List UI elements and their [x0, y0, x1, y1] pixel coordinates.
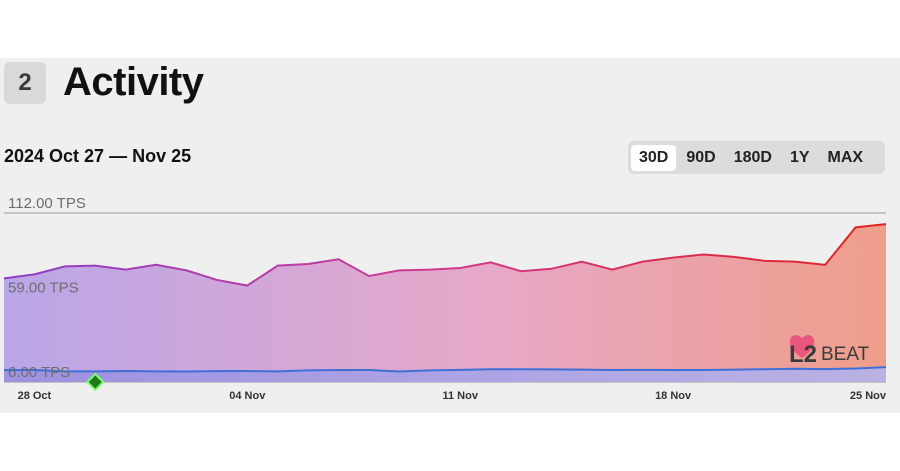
x-tick-label: 25 Nov: [850, 390, 887, 402]
section-title: Activity: [63, 60, 204, 104]
range-180d-button[interactable]: 180D: [733, 148, 772, 166]
y-tick-label: 59.00 TPS: [8, 280, 79, 297]
section-number-badge: 2: [4, 62, 46, 104]
svg-text:L2: L2: [789, 341, 817, 368]
series-upper-line: [3, 223, 887, 287]
activity-chart: 112.00 TPS 59.00 TPS 6.00 TPS 28 Oct 04 Nov…: [3, 195, 887, 402]
event-marker[interactable]: [85, 372, 105, 392]
series-upper-area: [4, 224, 886, 382]
range-1y-button[interactable]: 1Y: [789, 148, 810, 166]
x-tick-label: 18 Nov: [655, 390, 692, 402]
range-30d-button[interactable]: 30D: [631, 144, 677, 171]
x-tick-label: 28 Oct: [18, 390, 52, 402]
l2beat-logo: L2 BEAT: [789, 335, 870, 368]
x-tick-label: 04 Nov: [229, 390, 266, 402]
y-tick-label: 112.00 TPS: [8, 195, 86, 212]
range-selector: 30D 90D 180D 1Y MAX: [628, 141, 885, 174]
range-max-button[interactable]: MAX: [827, 148, 864, 166]
x-tick-label: 11 Nov: [442, 390, 478, 402]
logo-text: BEAT: [821, 344, 870, 365]
section-number: 2: [18, 69, 32, 96]
date-range-label: 2024 Oct 27 — Nov 25: [4, 146, 192, 166]
y-tick-label: 6.00 TPS: [8, 364, 70, 381]
series-lower-line: [4, 366, 887, 373]
range-90d-button[interactable]: 90D: [686, 148, 716, 166]
